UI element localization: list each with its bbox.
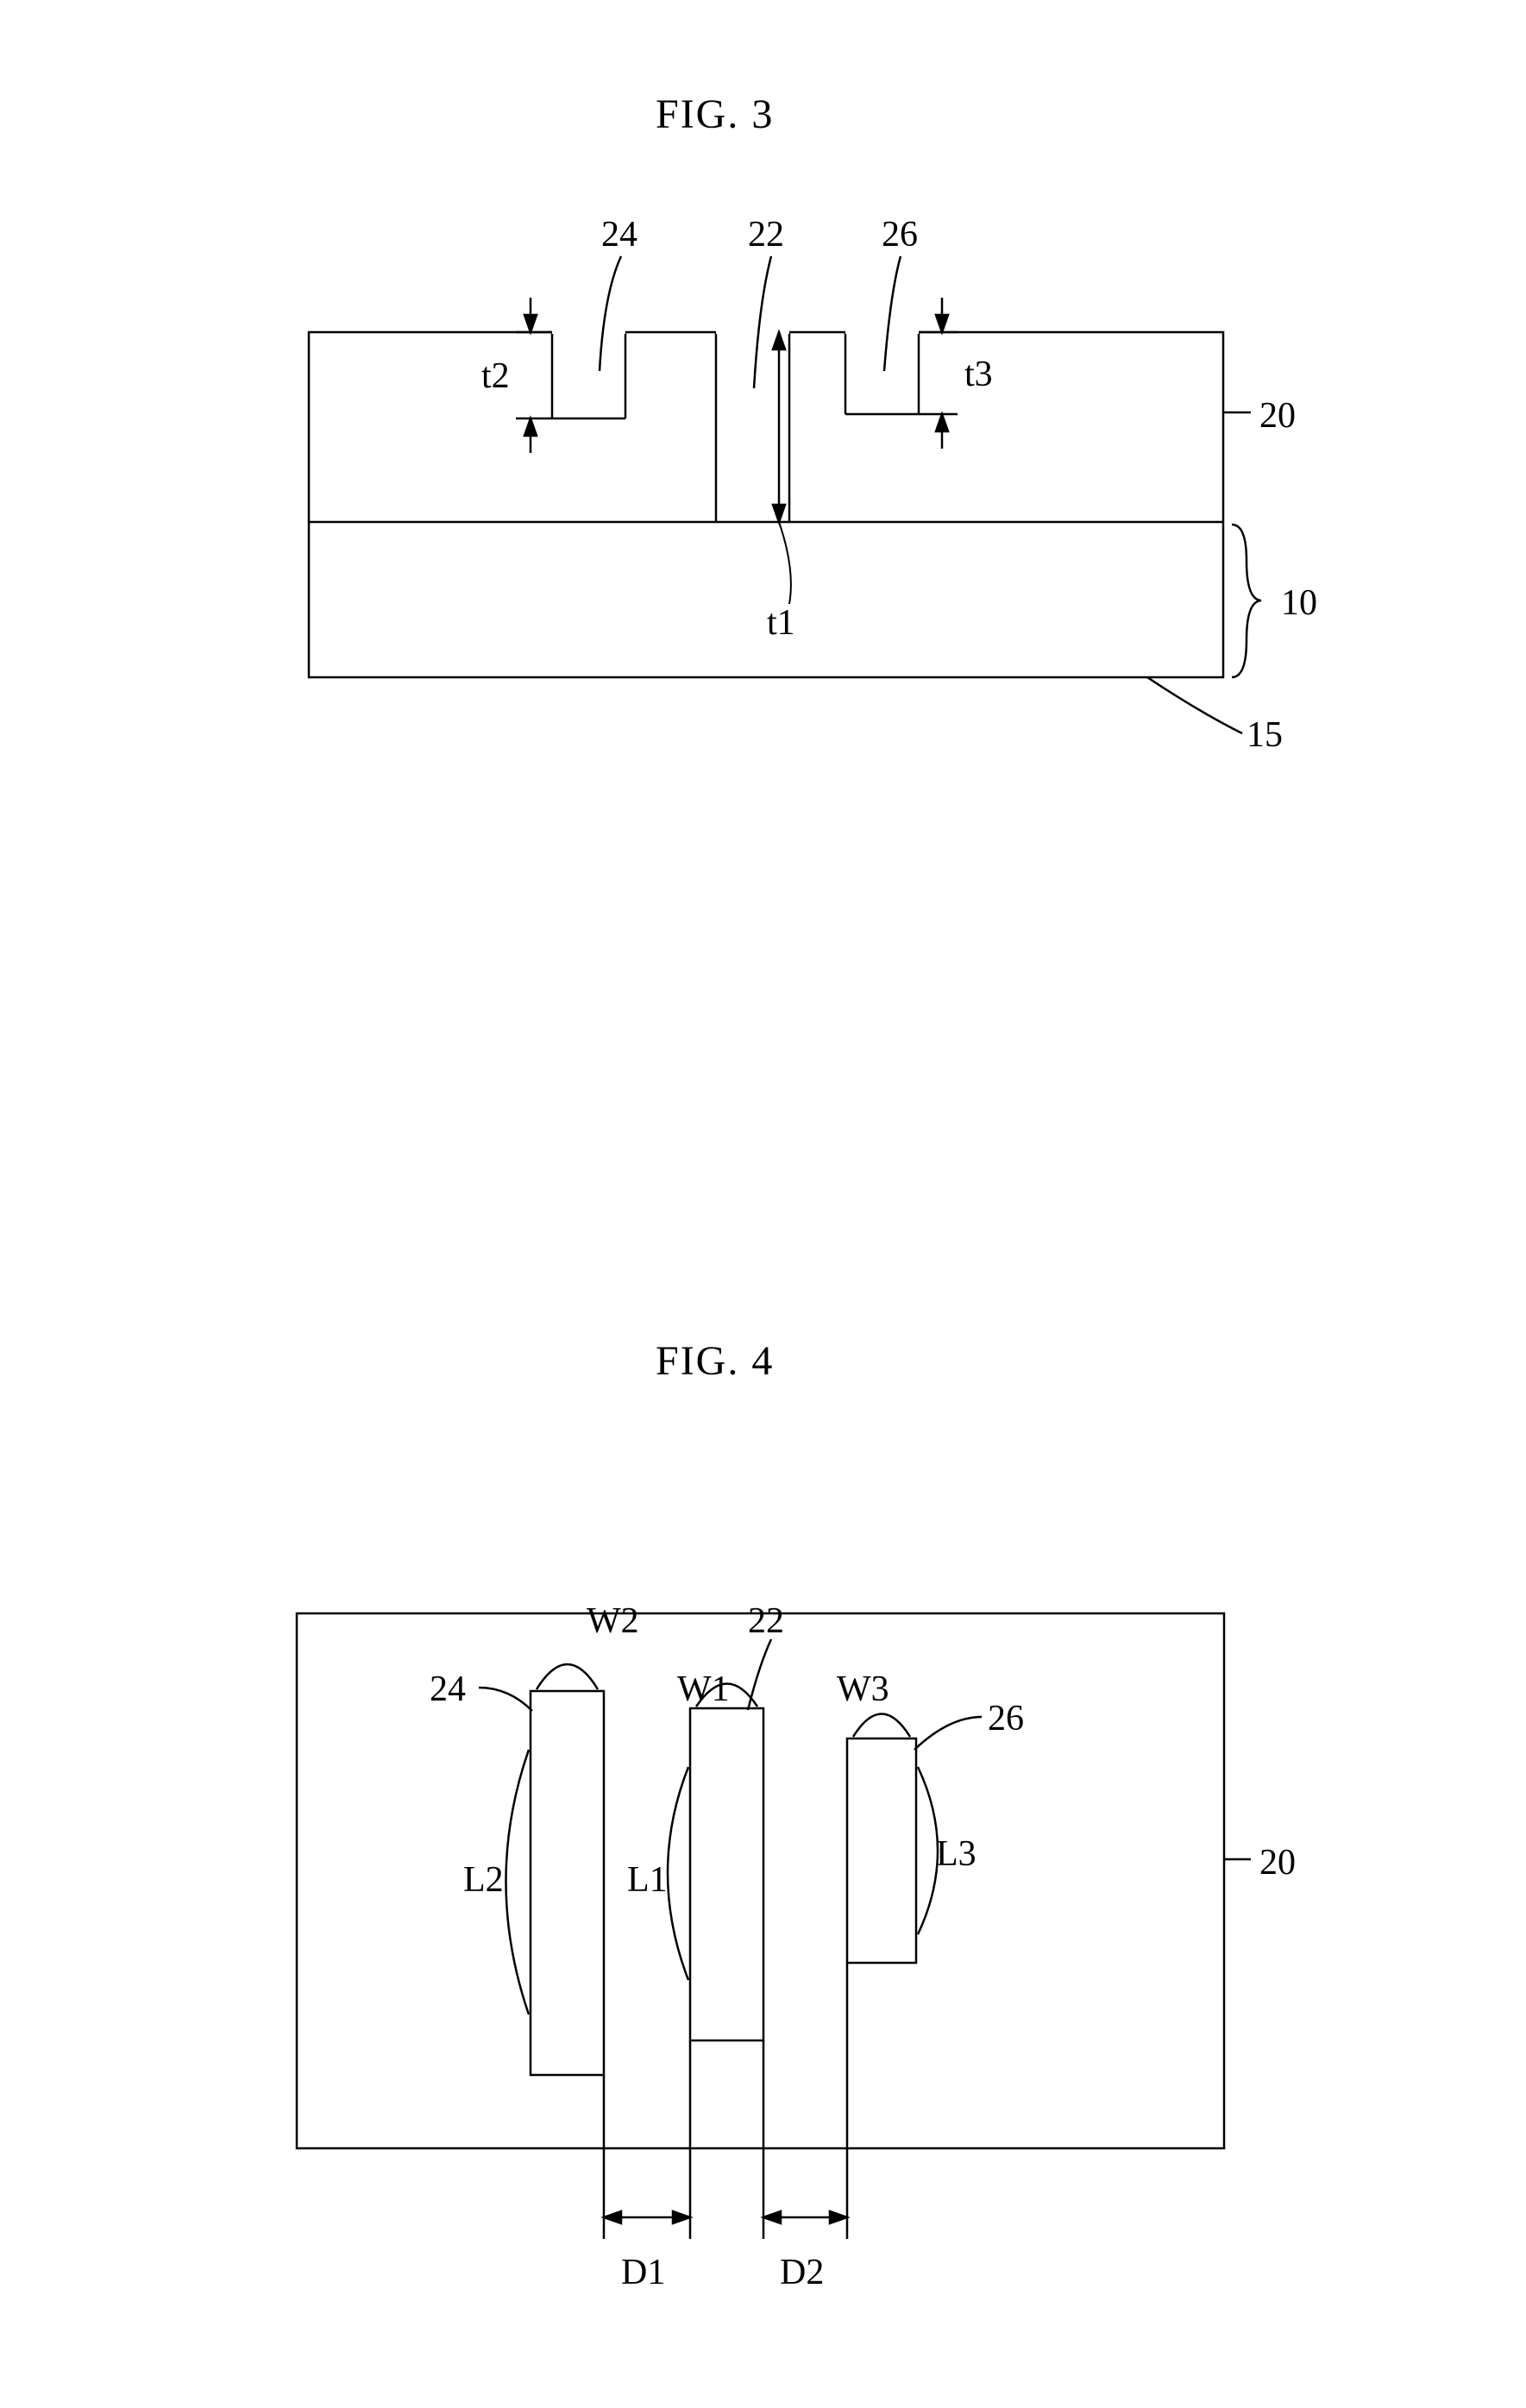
fig4-label-L3: L3 bbox=[936, 1833, 977, 1875]
fig3-label-t2: t2 bbox=[481, 355, 510, 397]
fig4-title: FIG. 4 bbox=[656, 1337, 774, 1385]
fig3-label-t1: t1 bbox=[767, 602, 795, 644]
fig3-label-15: 15 bbox=[1247, 714, 1283, 756]
fig3-label-22: 22 bbox=[748, 214, 784, 255]
fig3-label-24: 24 bbox=[601, 214, 637, 255]
fig4-label-L2: L2 bbox=[463, 1859, 504, 1901]
fig3-label-10: 10 bbox=[1281, 582, 1317, 624]
fig4-label-D2: D2 bbox=[780, 2252, 824, 2293]
fig3-label-26: 26 bbox=[882, 214, 918, 255]
fig4-label-26: 26 bbox=[988, 1698, 1024, 1739]
fig3-label-t3: t3 bbox=[964, 354, 993, 395]
fig3-label-20: 20 bbox=[1259, 395, 1296, 437]
fig4-label-W3: W3 bbox=[837, 1669, 889, 1710]
fig4-label-W1: W1 bbox=[677, 1669, 730, 1710]
fig4-label-22: 22 bbox=[748, 1600, 784, 1642]
fig4-label-D1: D1 bbox=[621, 2252, 665, 2293]
fig3-diagram bbox=[0, 0, 1526, 949]
page: FIG. 3 bbox=[0, 0, 1526, 2408]
fig4-label-20: 20 bbox=[1259, 1842, 1296, 1883]
fig4-label-W2: W2 bbox=[587, 1600, 639, 1642]
fig4-label-L1: L1 bbox=[627, 1859, 668, 1901]
fig4-label-24: 24 bbox=[430, 1669, 466, 1710]
